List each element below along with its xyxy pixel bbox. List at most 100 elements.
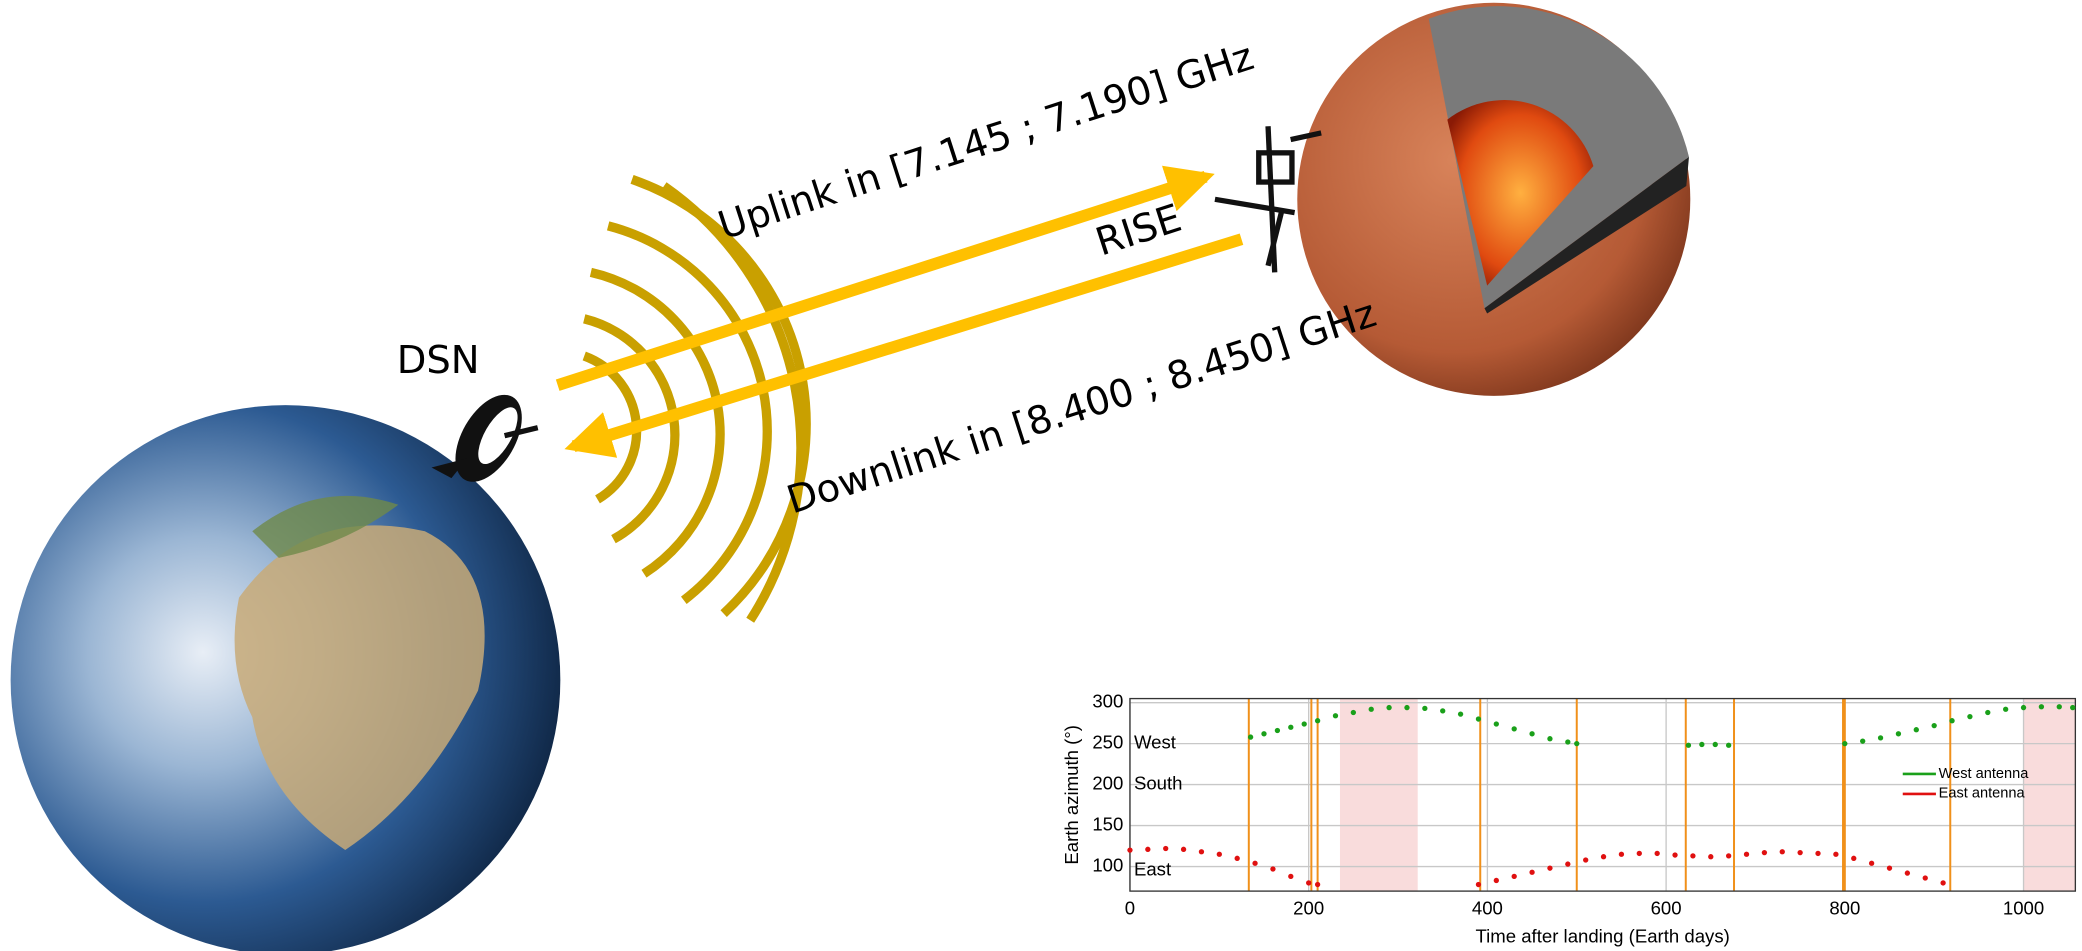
x-tick-label: 0	[1125, 898, 1135, 919]
data-point	[1726, 853, 1731, 858]
data-point	[1878, 735, 1883, 740]
data-point	[1529, 870, 1534, 875]
data-point	[1842, 741, 1847, 746]
data-point	[2039, 704, 2044, 709]
earth	[11, 405, 561, 951]
data-point	[1940, 880, 1945, 885]
data-point	[1248, 734, 1253, 739]
x-axis-label: Time after landing (Earth days)	[1475, 925, 1729, 946]
data-point	[1860, 739, 1865, 744]
data-point	[1851, 856, 1856, 861]
data-point	[1512, 874, 1517, 879]
data-point	[1440, 708, 1445, 713]
data-point	[1315, 718, 1320, 723]
data-point	[2057, 704, 2062, 709]
y-tick-label: 100	[1092, 854, 1123, 875]
data-point	[1127, 847, 1132, 852]
data-point	[1512, 726, 1517, 731]
region-label: West	[1134, 732, 1177, 753]
data-point	[1726, 743, 1731, 748]
figure: DSN Uplink in [7.145 ; 7.190] GHz RISE D…	[0, 0, 2082, 951]
data-point	[1923, 875, 1928, 880]
data-point	[1252, 861, 1257, 866]
data-point	[1967, 714, 1972, 719]
data-point	[1217, 852, 1222, 857]
data-point	[1529, 731, 1534, 736]
x-tick-label: 200	[1293, 898, 1324, 919]
data-point	[1797, 850, 1802, 855]
data-point	[1547, 736, 1552, 741]
y-tick-label: 150	[1092, 813, 1123, 834]
x-tick-label: 600	[1651, 898, 1682, 919]
data-point	[1494, 878, 1499, 883]
x-tick-label: 800	[1829, 898, 1860, 919]
data-point	[1744, 852, 1749, 857]
data-point	[1887, 866, 1892, 871]
data-point	[1163, 846, 1168, 851]
legend-label: East antenna	[1939, 786, 2026, 802]
data-point	[1369, 707, 1374, 712]
data-point	[1458, 711, 1463, 716]
data-point	[1275, 728, 1280, 733]
dsn-label: DSN	[397, 338, 480, 383]
data-point	[1949, 718, 1954, 723]
data-point	[1270, 866, 1275, 871]
data-point	[1690, 853, 1695, 858]
data-point	[1494, 721, 1499, 726]
data-point	[1762, 850, 1767, 855]
data-point	[1637, 851, 1642, 856]
data-point	[1672, 852, 1677, 857]
data-point	[2070, 705, 2075, 710]
data-point	[1565, 861, 1570, 866]
data-point	[1386, 705, 1391, 710]
data-point	[1145, 847, 1150, 852]
data-point	[2003, 707, 2008, 712]
region-label: East	[1134, 859, 1172, 880]
data-point	[1574, 741, 1579, 746]
data-point	[1932, 723, 1937, 728]
region-label: South	[1134, 773, 1183, 794]
data-point	[1583, 857, 1588, 862]
data-point	[1686, 743, 1691, 748]
data-point	[1713, 742, 1718, 747]
data-point	[1351, 710, 1356, 715]
data-point	[1235, 856, 1240, 861]
data-point	[1655, 851, 1660, 856]
data-point	[1619, 852, 1624, 857]
page: {"labels": {"dsn": "DSN", "uplink": "Upl…	[0, 0, 2082, 951]
y-axis-label: Earth azimuth (°)	[1061, 725, 1082, 865]
shaded-range	[1340, 699, 1418, 892]
data-point	[1333, 713, 1338, 718]
data-point	[1476, 716, 1481, 721]
data-point	[1869, 861, 1874, 866]
data-point	[1699, 742, 1704, 747]
data-point	[1905, 870, 1910, 875]
x-tick-label: 1000	[2003, 898, 2044, 919]
legend-label: West antenna	[1939, 766, 2030, 782]
data-point	[1780, 849, 1785, 854]
data-point	[1315, 882, 1320, 887]
radio-waves	[584, 179, 806, 620]
data-point	[1199, 849, 1204, 854]
data-point	[2021, 705, 2026, 710]
azimuth-chart: 10015020025030002004006008001000WestSout…	[1061, 691, 2076, 947]
data-point	[1181, 847, 1186, 852]
data-point	[1833, 852, 1838, 857]
shaded-range	[2024, 699, 2076, 892]
data-point	[1476, 882, 1481, 887]
data-point	[1547, 866, 1552, 871]
y-tick-label: 250	[1092, 732, 1123, 753]
data-point	[1815, 851, 1820, 856]
data-point	[1422, 706, 1427, 711]
downlink-label: Downlink in [8.400 ; 8.450] GHz	[782, 291, 1382, 523]
data-point	[1404, 705, 1409, 710]
x-tick-label: 400	[1472, 898, 1503, 919]
data-point	[1914, 727, 1919, 732]
data-point	[1288, 874, 1293, 879]
data-point	[1288, 725, 1293, 730]
data-point	[1565, 739, 1570, 744]
data-point	[1306, 880, 1311, 885]
data-point	[1261, 731, 1266, 736]
data-point	[1985, 710, 1990, 715]
y-tick-label: 200	[1092, 773, 1123, 794]
